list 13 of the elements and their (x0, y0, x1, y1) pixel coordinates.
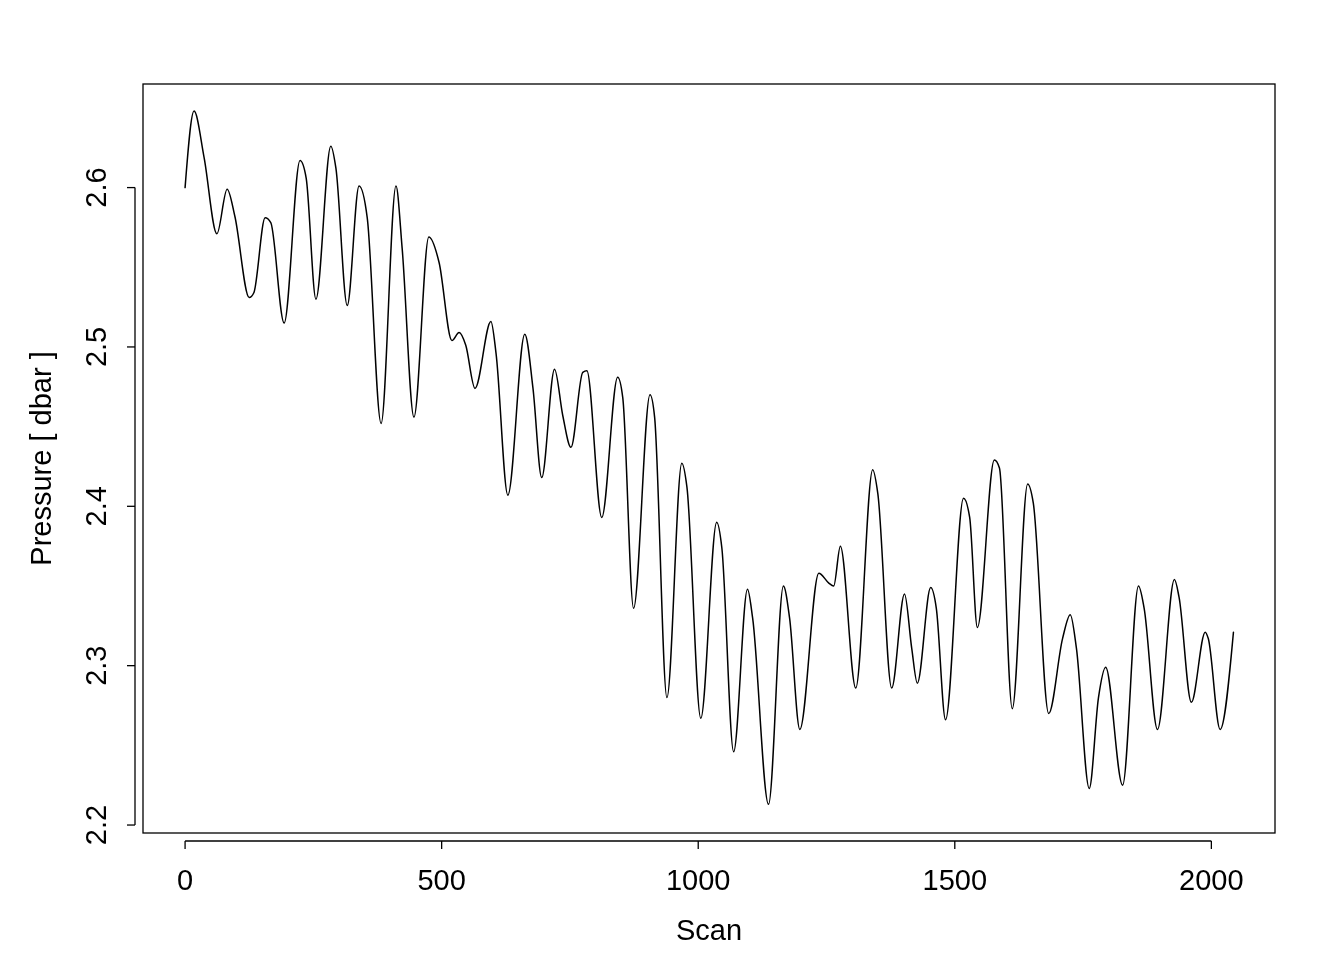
y-tick-label: 2.2 (80, 804, 112, 846)
x-tick-label: 1000 (665, 864, 731, 896)
x-axis-title: Scan (675, 914, 743, 946)
y-tick-label: 2.3 (80, 645, 112, 686)
y-axis-title: Pressure [ dbar ] (25, 351, 57, 566)
x-tick-label: 1500 (922, 864, 988, 896)
y-tick-label: 2.4 (80, 486, 112, 527)
line-series (184, 110, 1235, 806)
x-tick-label: 500 (417, 864, 466, 896)
y-tick-label: 2.5 (80, 326, 112, 368)
y-tick-label: 2.6 (80, 167, 112, 208)
x-tick-label: 2000 (1179, 864, 1244, 896)
x-tick-label: 0 (177, 864, 194, 896)
